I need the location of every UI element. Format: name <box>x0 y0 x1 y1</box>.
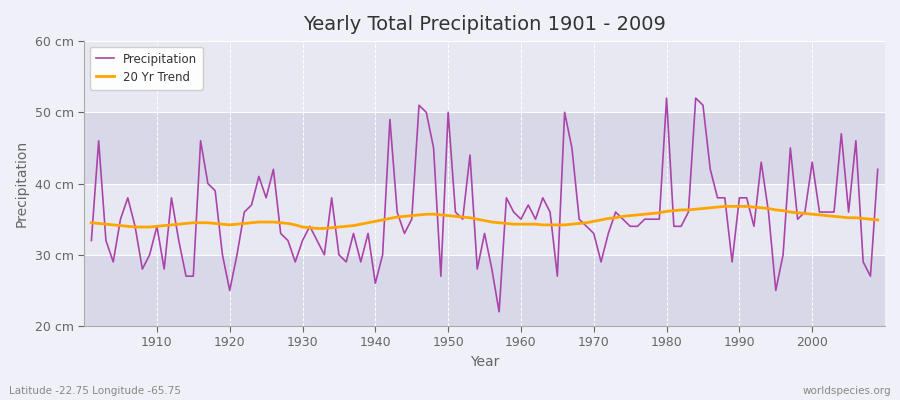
Text: Latitude -22.75 Longitude -65.75: Latitude -22.75 Longitude -65.75 <box>9 386 181 396</box>
Precipitation <box>348 231 359 236</box>
Bar <box>84 112 885 184</box>
Title: Yearly Total Precipitation 1901 - 2009: Yearly Total Precipitation 1901 - 2009 <box>303 15 666 34</box>
Precipitation <box>494 309 505 314</box>
20 Yr Trend <box>311 226 322 231</box>
Bar <box>84 255 885 326</box>
20 Yr Trend <box>872 218 883 222</box>
Precipitation <box>610 210 621 214</box>
Bar <box>84 184 885 255</box>
Bar <box>84 41 885 112</box>
20 Yr Trend <box>356 222 366 226</box>
20 Yr Trend <box>523 222 534 226</box>
20 Yr Trend <box>516 222 526 226</box>
Precipitation <box>872 167 883 172</box>
20 Yr Trend <box>144 225 155 230</box>
Precipitation <box>86 238 97 243</box>
Precipitation <box>304 224 315 229</box>
Precipitation <box>662 96 672 100</box>
Y-axis label: Precipitation: Precipitation <box>15 140 29 227</box>
X-axis label: Year: Year <box>470 355 500 369</box>
Precipitation <box>516 217 526 222</box>
Line: 20 Yr Trend: 20 Yr Trend <box>92 206 878 228</box>
20 Yr Trend <box>304 225 315 230</box>
Line: Precipitation: Precipitation <box>92 98 878 312</box>
20 Yr Trend <box>719 204 730 209</box>
20 Yr Trend <box>610 215 621 220</box>
20 Yr Trend <box>86 220 97 225</box>
Text: worldspecies.org: worldspecies.org <box>803 386 891 396</box>
Precipitation <box>144 252 155 257</box>
Legend: Precipitation, 20 Yr Trend: Precipitation, 20 Yr Trend <box>90 47 203 90</box>
Precipitation <box>523 202 534 207</box>
